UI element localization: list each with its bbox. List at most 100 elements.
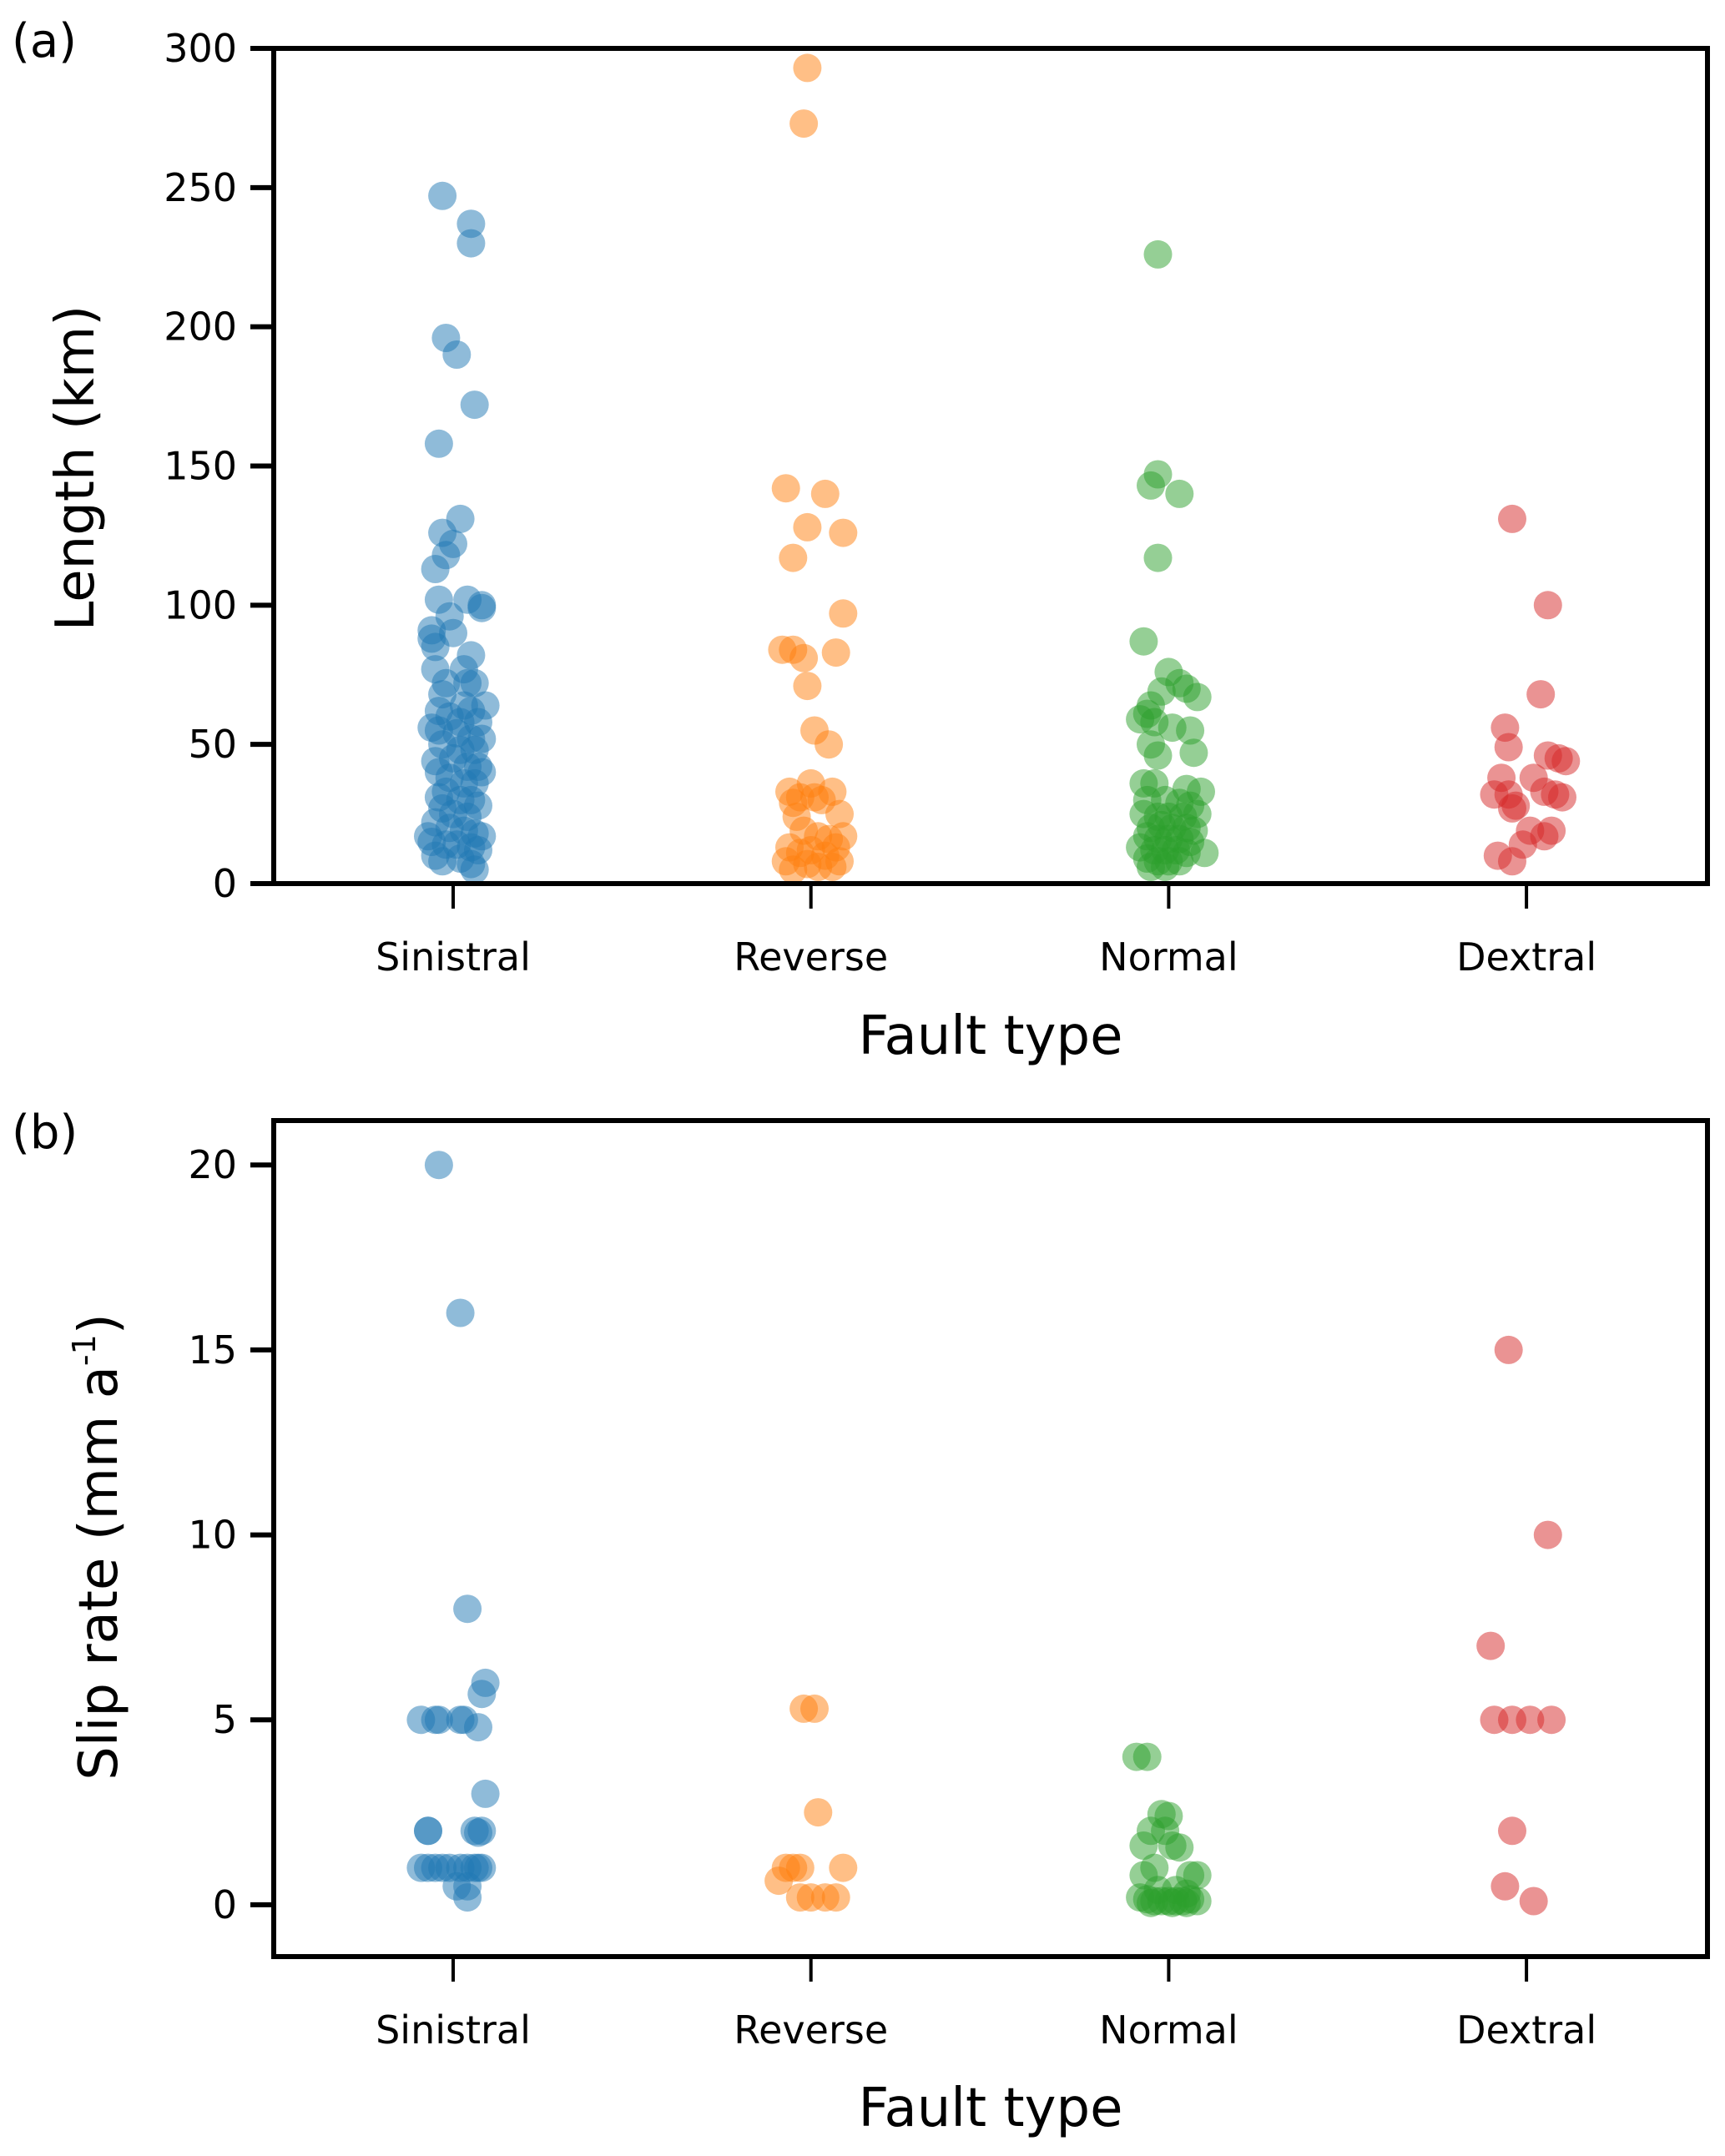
y-ticks-b: 0 5 10 15 20 bbox=[188, 1142, 274, 1927]
data-point bbox=[1137, 471, 1165, 500]
y-axis-label-a: Length (km) bbox=[45, 305, 107, 631]
series-normal-a bbox=[1126, 239, 1219, 881]
x-ticks-b: Sinistral Reverse Normal Dextral bbox=[376, 1957, 1596, 2053]
data-point bbox=[456, 229, 486, 258]
series-dextral-b bbox=[1476, 1335, 1566, 1916]
y-tick-label: 150 bbox=[164, 444, 237, 489]
data-points-b bbox=[406, 1151, 1566, 1917]
data-point bbox=[800, 1694, 829, 1723]
data-point bbox=[796, 768, 825, 798]
series-normal-b bbox=[1122, 1742, 1212, 1917]
data-point bbox=[424, 1705, 453, 1735]
data-point bbox=[1132, 1742, 1162, 1771]
data-point bbox=[1490, 1871, 1520, 1901]
data-point bbox=[764, 1866, 794, 1896]
data-point bbox=[428, 181, 457, 210]
series-reverse-b bbox=[764, 1694, 858, 1912]
data-point bbox=[456, 209, 486, 239]
data-point bbox=[1476, 1631, 1506, 1660]
x-tick-label-normal: Normal bbox=[1099, 2007, 1238, 2053]
series-sinistral-b bbox=[406, 1151, 500, 1912]
data-point bbox=[1179, 738, 1208, 768]
data-point bbox=[1190, 839, 1219, 868]
y-ticks-a: 0 50 100 150 200 250 300 bbox=[164, 26, 274, 906]
x-tick-label-dextral: Dextral bbox=[1456, 934, 1596, 980]
data-point bbox=[793, 53, 822, 83]
data-point bbox=[779, 543, 808, 572]
data-point bbox=[1516, 1705, 1545, 1735]
x-tick-label-sinistral: Sinistral bbox=[376, 934, 531, 980]
series-dextral-a bbox=[1480, 504, 1581, 876]
y-axis-label-b-suffix: ) bbox=[68, 1313, 130, 1334]
y-tick-label: 200 bbox=[164, 305, 237, 350]
data-points-a bbox=[414, 53, 1581, 884]
panel-a-length: (a) 0 50 100 150 200 250 300 Sinistral Reverse N… bbox=[12, 14, 1710, 1067]
data-point bbox=[821, 638, 850, 667]
x-tick-label-reverse: Reverse bbox=[734, 2007, 888, 2053]
x-ticks-a: Sinistral Reverse Normal Dextral bbox=[376, 884, 1596, 980]
data-point bbox=[424, 1151, 453, 1180]
data-point bbox=[1530, 822, 1559, 851]
data-point bbox=[1533, 1520, 1562, 1549]
data-point bbox=[1137, 1888, 1165, 1917]
data-point bbox=[818, 777, 847, 806]
data-point bbox=[467, 1816, 497, 1846]
y-tick-label: 0 bbox=[213, 861, 237, 906]
data-point bbox=[793, 512, 822, 542]
data-point bbox=[1143, 741, 1173, 770]
x-tick-label-reverse: Reverse bbox=[734, 934, 888, 980]
data-point bbox=[1143, 543, 1173, 572]
data-point bbox=[1165, 1833, 1194, 1862]
data-point bbox=[1494, 1335, 1523, 1364]
data-point bbox=[1183, 683, 1212, 712]
data-point bbox=[1498, 1816, 1526, 1846]
data-point bbox=[1551, 747, 1581, 776]
data-point bbox=[467, 1680, 497, 1709]
data-point bbox=[829, 599, 858, 628]
data-point bbox=[1498, 847, 1526, 876]
data-point bbox=[1129, 1831, 1158, 1860]
panel-label-b: (b) bbox=[12, 1106, 78, 1160]
data-point bbox=[829, 1853, 858, 1882]
y-axis-label-b-main: Slip rate (mm a bbox=[68, 1366, 130, 1781]
data-point bbox=[453, 1883, 482, 1912]
x-tick-label-dextral: Dextral bbox=[1456, 2007, 1596, 2053]
data-point bbox=[779, 855, 808, 884]
data-point bbox=[460, 668, 489, 698]
y-tick-label: 5 bbox=[213, 1697, 237, 1742]
y-axis-label-b-superscript: -1 bbox=[66, 1334, 103, 1366]
data-point bbox=[1501, 791, 1531, 820]
data-point bbox=[1498, 504, 1526, 533]
y-tick-label: 20 bbox=[188, 1142, 237, 1187]
data-point bbox=[1129, 627, 1158, 656]
data-point bbox=[464, 1713, 492, 1742]
data-point bbox=[785, 1853, 815, 1882]
y-axis-label-b: Slip rate (mm a-1) bbox=[66, 1313, 130, 1781]
data-point bbox=[1548, 783, 1576, 812]
data-point bbox=[471, 1779, 500, 1808]
y-tick-label: 300 bbox=[164, 26, 237, 71]
panel-b-slip-rate: (b) 0 5 10 15 20 Sinistral Reverse Normal Dextr… bbox=[12, 1106, 1710, 2139]
data-point bbox=[460, 855, 489, 884]
data-point bbox=[825, 799, 854, 829]
x-axis-label-a: Fault type bbox=[859, 1005, 1123, 1067]
data-point bbox=[424, 429, 453, 458]
axes-frame-b bbox=[271, 1118, 1710, 1959]
data-point bbox=[1172, 1888, 1201, 1917]
data-point bbox=[467, 593, 497, 622]
data-point bbox=[815, 730, 844, 759]
data-point bbox=[442, 340, 472, 369]
data-point bbox=[1165, 479, 1194, 508]
data-point bbox=[446, 1298, 475, 1327]
data-point bbox=[793, 672, 822, 701]
y-tick-label: 50 bbox=[188, 722, 237, 767]
x-tick-label-normal: Normal bbox=[1099, 934, 1238, 980]
x-axis-label-b: Fault type bbox=[859, 2078, 1123, 2139]
data-point bbox=[1151, 853, 1180, 881]
series-sinistral-a bbox=[414, 181, 500, 884]
data-point bbox=[789, 643, 819, 672]
series-reverse-a bbox=[768, 53, 858, 884]
y-tick-label: 0 bbox=[213, 1882, 237, 1927]
data-point bbox=[431, 541, 461, 570]
